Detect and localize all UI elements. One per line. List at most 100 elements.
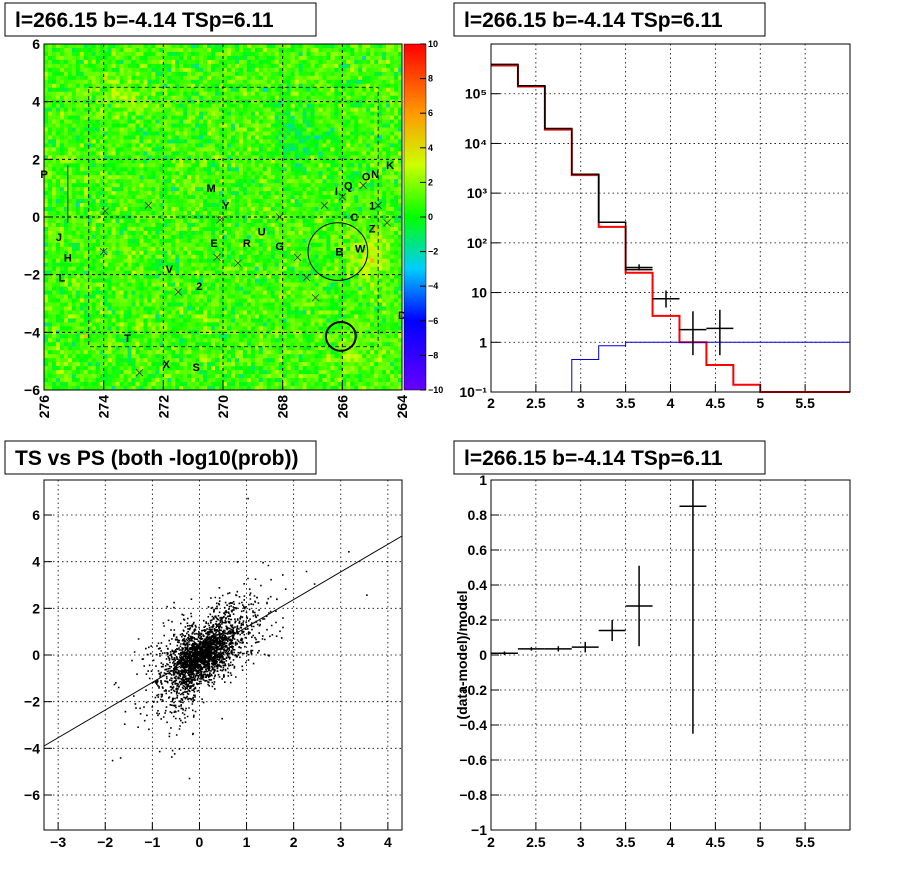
heatmap-cell <box>55 147 61 152</box>
heatmap-cell <box>322 230 327 236</box>
heatmap-cell <box>183 107 188 112</box>
heatmap-cell <box>179 159 184 164</box>
heatmap-cell <box>398 143 403 148</box>
heatmap-cell <box>191 211 196 216</box>
heatmap-cell <box>159 51 164 57</box>
heatmap-cell <box>151 63 156 69</box>
heatmap-cell <box>374 115 379 120</box>
heatmap-cell <box>211 75 216 81</box>
heatmap-cell <box>203 95 208 100</box>
heatmap-cell <box>139 234 144 240</box>
heatmap-cell <box>394 59 399 65</box>
heatmap-cell <box>290 238 295 244</box>
heatmap-cell <box>282 246 287 252</box>
heatmap-cell <box>314 203 319 208</box>
heatmap-cell <box>230 258 236 264</box>
heatmap-cell <box>242 183 248 188</box>
heatmap-cell <box>107 111 112 116</box>
heatmap-cell <box>139 195 144 200</box>
heatmap-cell <box>163 79 168 85</box>
heatmap-cell <box>215 75 220 81</box>
heatmap-cell <box>103 103 108 108</box>
heatmap-cell <box>302 131 307 136</box>
heatmap-cell <box>254 195 260 200</box>
heatmap-cell <box>342 91 347 96</box>
heatmap-cell <box>354 95 359 100</box>
heatmap-cell <box>238 44 244 49</box>
heatmap-cell <box>386 199 391 204</box>
heatmap-cell <box>310 195 315 200</box>
heatmap-cell <box>63 95 69 100</box>
heatmap-cell <box>123 139 128 144</box>
heatmap-cell <box>91 55 97 61</box>
heatmap-cell <box>358 171 363 176</box>
heatmap-cell <box>294 55 299 61</box>
heatmap-cell <box>139 131 144 136</box>
heatmap-cell <box>266 67 272 73</box>
heatmap-cell <box>286 246 291 252</box>
heatmap-cell <box>398 199 403 204</box>
heatmap-cell <box>203 207 208 212</box>
heatmap-cell <box>266 127 272 132</box>
heatmap-cell <box>51 187 57 192</box>
heatmap-cell <box>238 55 244 61</box>
heatmap-cell <box>354 139 359 144</box>
heatmap-cell <box>159 167 164 172</box>
heatmap-cell <box>199 75 204 81</box>
heatmap-cell <box>203 159 208 164</box>
heatmap-cell <box>250 44 256 49</box>
heatmap-cell <box>350 207 355 212</box>
heatmap-cell <box>167 59 172 65</box>
heatmap-cell <box>346 87 351 93</box>
heatmap-cell <box>330 67 335 73</box>
heatmap-cell <box>254 91 260 96</box>
heatmap-cell <box>179 175 184 180</box>
heatmap-cell <box>143 222 148 228</box>
heatmap-cell <box>358 195 363 200</box>
heatmap-cell <box>258 71 264 77</box>
heatmap-cell <box>314 191 319 196</box>
heatmap-cell <box>330 63 335 69</box>
heatmap-cell <box>191 139 196 144</box>
heatmap-cell <box>115 87 120 93</box>
heatmap-cell <box>47 159 53 164</box>
heatmap-cell <box>95 71 100 77</box>
heatmap-cell <box>382 163 387 168</box>
heatmap-cell <box>346 211 351 216</box>
heatmap-cell <box>99 199 104 204</box>
heatmap-cell <box>219 211 224 216</box>
heatmap-cell <box>219 159 224 164</box>
heatmap-cell <box>115 91 120 96</box>
heatmap-cell <box>298 67 303 73</box>
heatmap-cell <box>398 83 403 89</box>
heatmap-cell <box>350 242 355 248</box>
heatmap-cell <box>219 203 224 208</box>
heatmap-cell <box>390 51 395 57</box>
heatmap-cell <box>163 254 168 260</box>
heatmap-cell <box>119 99 124 104</box>
heatmap-cell <box>282 131 287 136</box>
heatmap-cell <box>179 222 184 228</box>
heatmap-cell <box>163 111 168 116</box>
heatmap-cell <box>223 151 228 156</box>
heatmap-cell <box>47 151 53 156</box>
heatmap-cell <box>250 171 256 176</box>
heatmap-cell <box>346 218 351 224</box>
heatmap-cell <box>51 246 57 252</box>
heatmap-cell <box>219 258 224 264</box>
heatmap-cell <box>63 163 69 168</box>
heatmap-cell <box>195 242 200 248</box>
heatmap-cell <box>266 238 272 244</box>
heatmap-cell <box>346 222 351 228</box>
heatmap-cell <box>258 127 264 132</box>
heatmap-cell <box>211 250 216 256</box>
heatmap-cell <box>79 67 85 73</box>
heatmap-cell <box>131 262 136 268</box>
heatmap-cell <box>314 246 319 252</box>
heatmap-cell <box>330 242 335 248</box>
heatmap-cell <box>59 87 65 93</box>
heatmap-cell <box>51 107 57 112</box>
heatmap-cell <box>151 51 156 57</box>
heatmap-cell <box>362 203 367 208</box>
heatmap-cell <box>310 222 315 228</box>
